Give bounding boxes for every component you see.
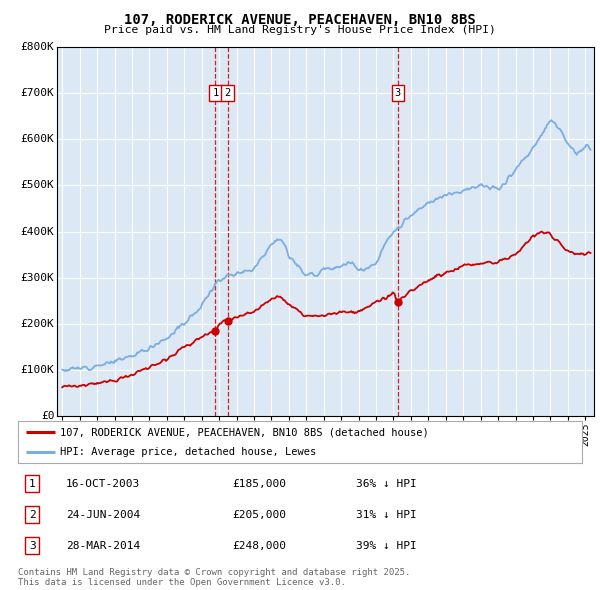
Text: £200K: £200K: [20, 319, 55, 329]
Text: £500K: £500K: [20, 181, 55, 191]
Text: £185,000: £185,000: [232, 478, 286, 489]
Text: £300K: £300K: [20, 273, 55, 283]
Text: 16-OCT-2003: 16-OCT-2003: [66, 478, 140, 489]
Text: 3: 3: [395, 88, 401, 99]
Text: Contains HM Land Registry data © Crown copyright and database right 2025.
This d: Contains HM Land Registry data © Crown c…: [18, 568, 410, 587]
Text: £100K: £100K: [20, 365, 55, 375]
Text: £248,000: £248,000: [232, 541, 286, 551]
Text: £0: £0: [41, 411, 55, 421]
Text: £800K: £800K: [20, 42, 55, 52]
Text: 2: 2: [224, 88, 230, 99]
Text: £700K: £700K: [20, 88, 55, 99]
Text: £400K: £400K: [20, 227, 55, 237]
Text: 1: 1: [212, 88, 218, 99]
Text: 3: 3: [29, 541, 35, 551]
Text: £205,000: £205,000: [232, 510, 286, 520]
Text: 1: 1: [29, 478, 35, 489]
Text: 107, RODERICK AVENUE, PEACEHAVEN, BN10 8BS: 107, RODERICK AVENUE, PEACEHAVEN, BN10 8…: [124, 13, 476, 27]
Text: Price paid vs. HM Land Registry's House Price Index (HPI): Price paid vs. HM Land Registry's House …: [104, 25, 496, 35]
Text: 39% ↓ HPI: 39% ↓ HPI: [356, 541, 417, 551]
Text: 2: 2: [29, 510, 35, 520]
Text: 36% ↓ HPI: 36% ↓ HPI: [356, 478, 417, 489]
Text: 107, RODERICK AVENUE, PEACEHAVEN, BN10 8BS (detached house): 107, RODERICK AVENUE, PEACEHAVEN, BN10 8…: [60, 427, 429, 437]
Text: £600K: £600K: [20, 135, 55, 145]
Text: HPI: Average price, detached house, Lewes: HPI: Average price, detached house, Lewe…: [60, 447, 317, 457]
Text: 24-JUN-2004: 24-JUN-2004: [66, 510, 140, 520]
Text: 31% ↓ HPI: 31% ↓ HPI: [356, 510, 417, 520]
Text: 28-MAR-2014: 28-MAR-2014: [66, 541, 140, 551]
